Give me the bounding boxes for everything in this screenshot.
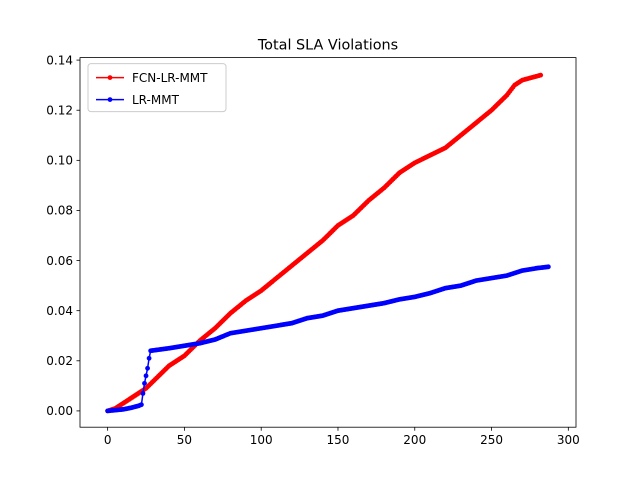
legend-label: LR-MMT	[132, 93, 180, 107]
data-point	[145, 365, 150, 371]
data-point	[146, 355, 152, 361]
data-point	[545, 264, 551, 270]
data-point	[140, 390, 146, 396]
series-lr-mmt	[105, 264, 551, 414]
x-tick-label: 50	[177, 433, 192, 447]
legend-label: FCN-LR-MMT	[132, 71, 208, 85]
legend-marker	[107, 75, 113, 80]
x-tick-label: 250	[480, 433, 503, 447]
series-fcn-lr-mmt	[105, 72, 544, 414]
plot-area	[80, 57, 576, 428]
x-tick-label: 200	[403, 433, 426, 447]
data-point	[139, 402, 144, 408]
chart-title: Total SLA Violations	[257, 38, 398, 54]
x-tick-label: 150	[327, 433, 350, 447]
y-tick-label: 0.04	[46, 304, 73, 318]
series-layer	[105, 72, 551, 414]
y-tick-label: 0.10	[46, 154, 73, 168]
legend-marker	[107, 97, 113, 102]
y-tick-label: 0.12	[46, 103, 73, 117]
data-point	[538, 72, 544, 78]
x-tick-label: 100	[250, 433, 273, 447]
y-tick-label: 0.08	[46, 204, 73, 218]
y-tick-label: 0.00	[46, 404, 73, 418]
axes-frame	[79, 57, 577, 428]
y-tick-label: 0.02	[46, 354, 73, 368]
data-point	[143, 373, 149, 379]
y-axis: 0.00 0.02 0.04 0.06 0.08 0.10 0.12 0.14	[46, 53, 80, 418]
y-tick-label: 0.14	[46, 53, 73, 67]
x-axis: 0 50 100 150 200 250 300	[104, 427, 580, 447]
x-tick-label: 300	[557, 433, 580, 447]
x-tick-label: 0	[104, 433, 112, 447]
data-point	[142, 380, 147, 386]
legend: FCN-LR-MMT LR-MMT	[87, 63, 227, 113]
y-tick-label: 0.06	[46, 254, 73, 268]
